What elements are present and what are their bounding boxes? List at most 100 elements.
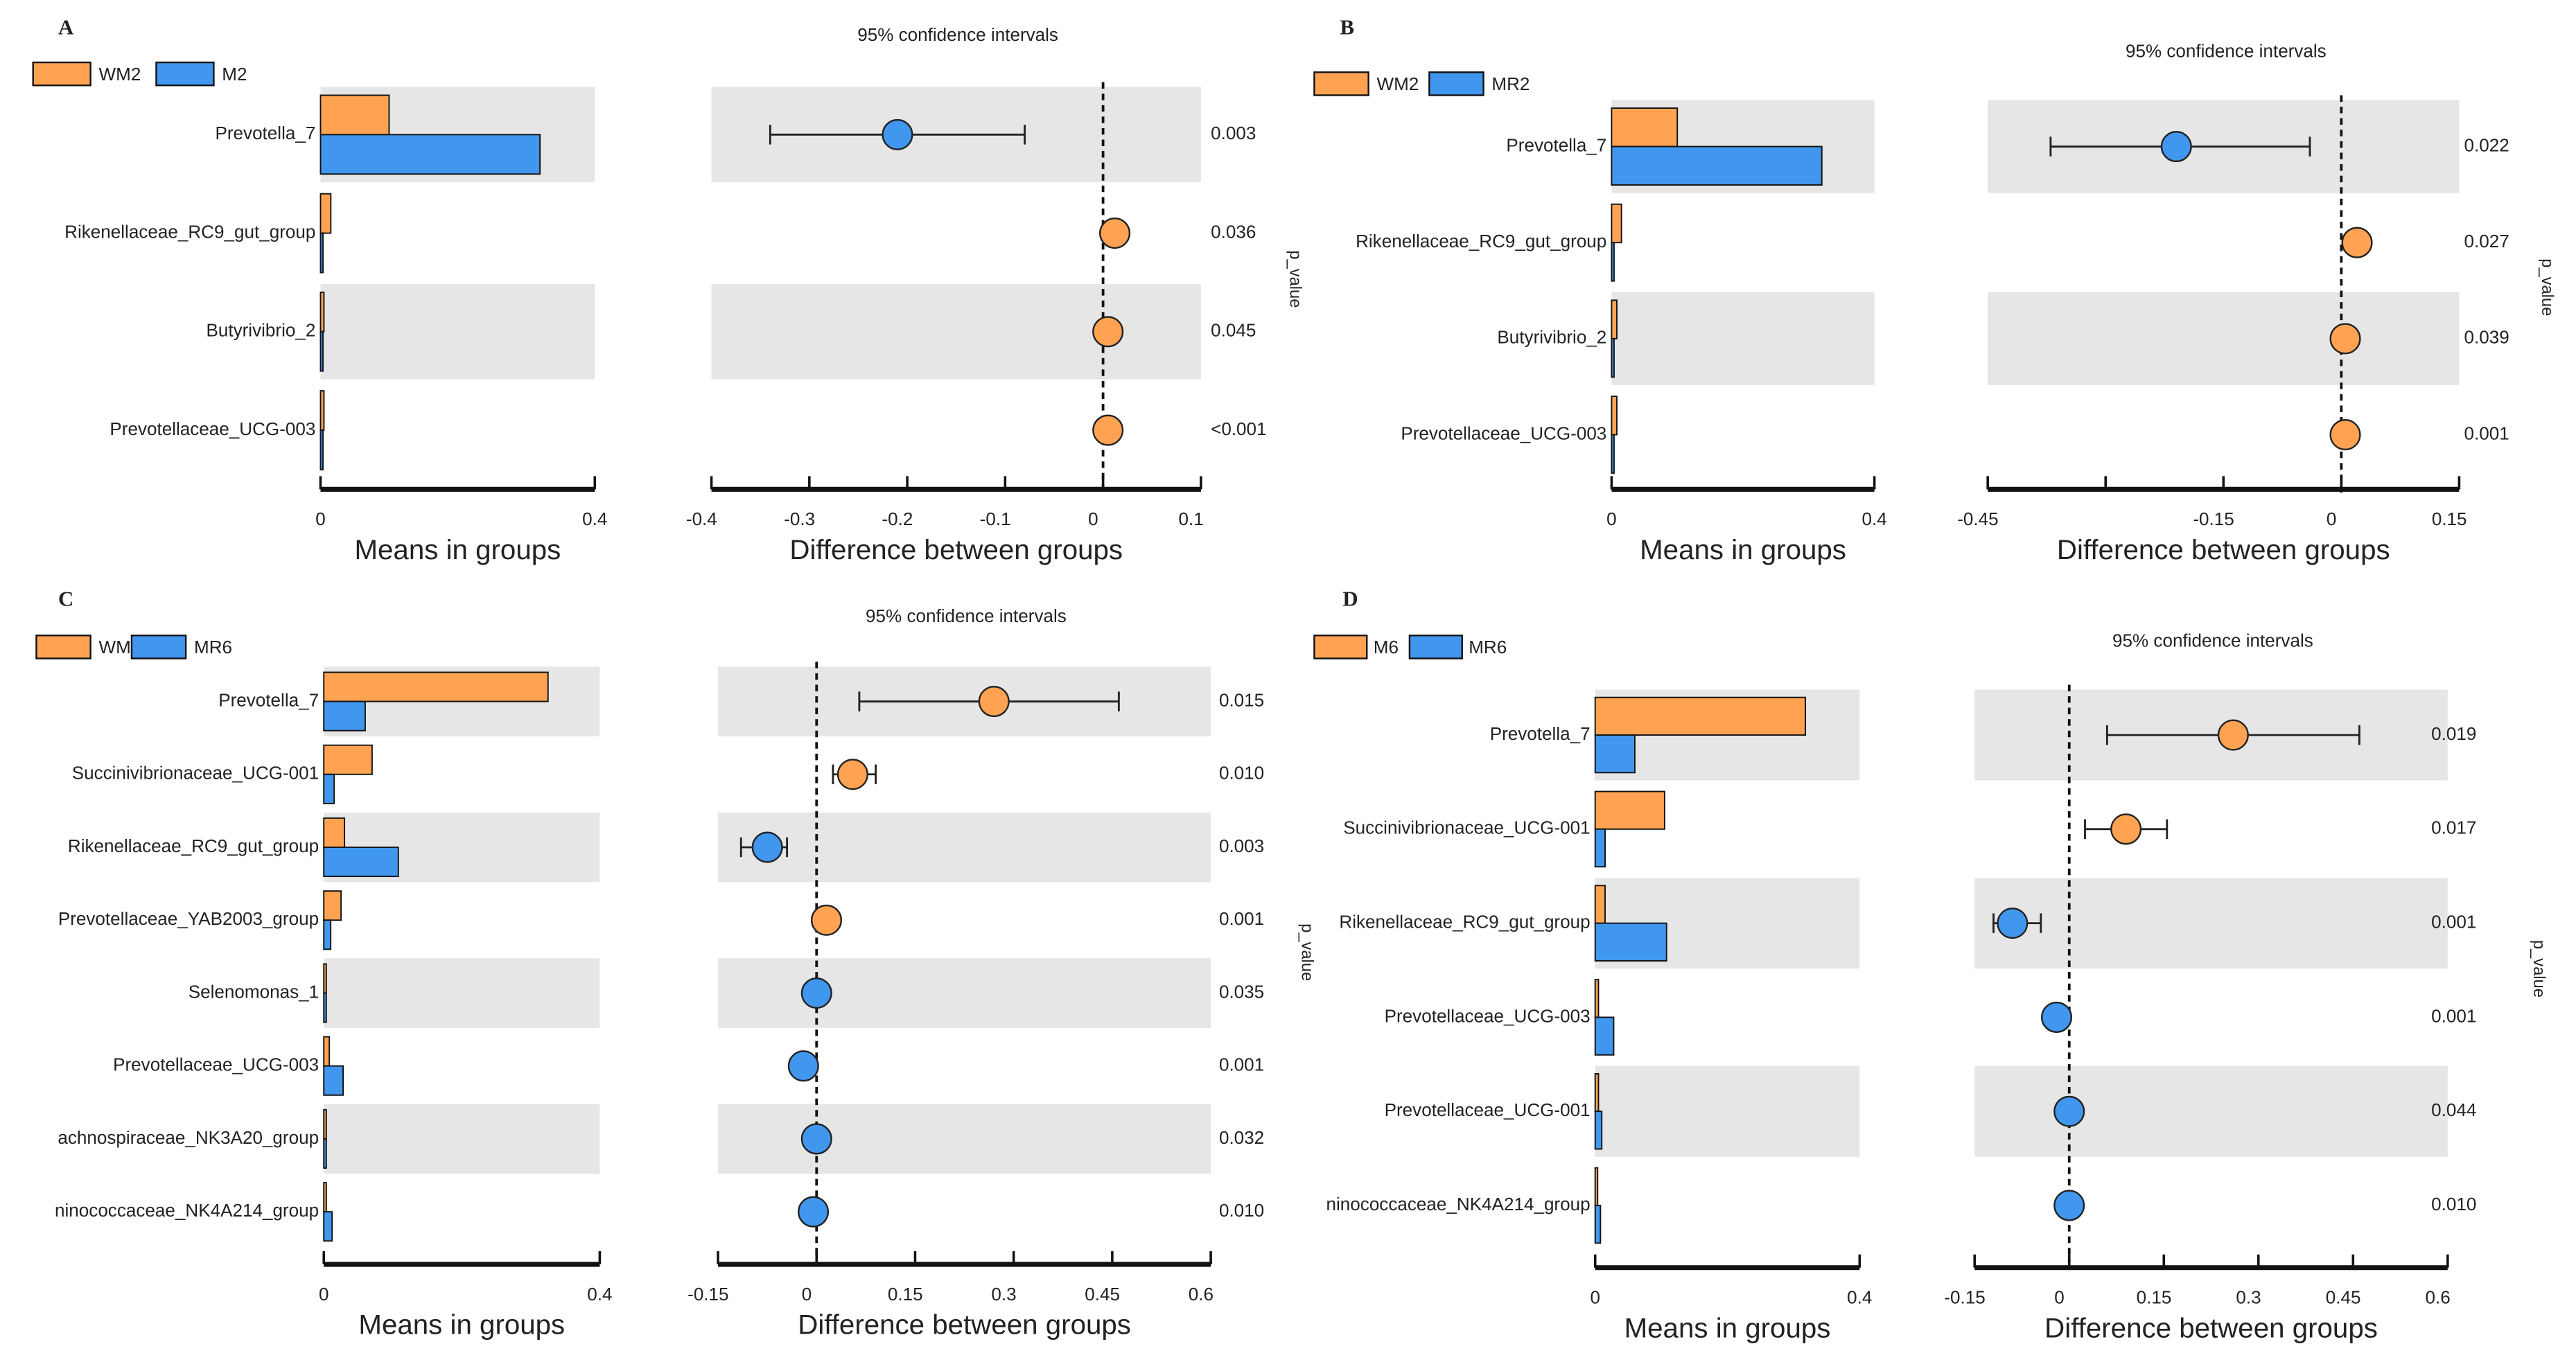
panel-letter: C xyxy=(58,587,73,611)
p-value: 0.019 xyxy=(2431,723,2476,744)
bar-mr6 xyxy=(1594,1205,1602,1244)
means-axis-title: Means in groups xyxy=(358,1309,565,1341)
p-value: 0.010 xyxy=(1219,1200,1264,1221)
diff-axis-title: Difference between groups xyxy=(2057,534,2390,565)
means-axis-title: Means in groups xyxy=(1624,1312,1831,1343)
row-band xyxy=(1974,1065,2448,1157)
diff-axis-title: Difference between groups xyxy=(798,1309,1131,1341)
category-label: Rikenellaceae_RC9_gut_group xyxy=(1339,912,1590,932)
bar-mr6 xyxy=(323,919,332,950)
diff-tick-label: 0.3 xyxy=(991,1284,1016,1305)
bar-mr6 xyxy=(323,992,327,1023)
p-value: 0.010 xyxy=(1219,763,1264,784)
row-band xyxy=(718,958,1211,1028)
p-value: 0.001 xyxy=(2431,1005,2476,1026)
p-value: 0.001 xyxy=(2464,423,2509,443)
row-band xyxy=(1595,1065,1860,1157)
legend-label: M2 xyxy=(222,64,247,85)
diff-point xyxy=(800,1123,832,1155)
diff-point xyxy=(836,759,868,790)
category-label: Prevotellaceae_UCG-003 xyxy=(113,1054,319,1075)
category-label: Succinivibrionaceae_UCG-001 xyxy=(1343,817,1590,838)
ci-title: 95% confidence intervals xyxy=(857,24,1058,45)
category-label: Prevotellaceae_UCG-001 xyxy=(1385,1099,1591,1120)
diff-tick-label: -0.15 xyxy=(1944,1287,1985,1308)
panel-b: B WM2 MR2 Prevotella_7 0.022 Rikenellaceae_RC… xyxy=(1313,16,2556,565)
bar-mr6 xyxy=(323,1138,327,1169)
bar-m2 xyxy=(319,232,324,274)
row-band xyxy=(324,1104,600,1174)
category-label: Rikenellaceae_RC9_gut_group xyxy=(68,835,319,856)
means-tick-label: 0 xyxy=(1606,509,1617,529)
diff-point xyxy=(2341,227,2373,258)
bar-wm6 xyxy=(323,1036,331,1067)
bar-m6 xyxy=(1594,979,1600,1018)
diff-tick-label: -0.15 xyxy=(687,1284,728,1305)
bar-m6 xyxy=(1594,885,1606,924)
diff-point xyxy=(2217,719,2249,751)
diff-point xyxy=(2053,1095,2085,1127)
legend-swatch-1 xyxy=(35,635,91,660)
row-band xyxy=(718,1104,1211,1174)
diff-point xyxy=(798,1196,830,1228)
diff-tick-label: -0.3 xyxy=(784,509,815,529)
category-label: Prevotellaceae_YAB2003_group xyxy=(58,908,319,929)
p-value-axis-label: p_value xyxy=(1286,250,1304,308)
category-label: Prevotellaceae_UCG-003 xyxy=(1401,423,1606,443)
bar-m6 xyxy=(1594,790,1665,830)
panel-letter: B xyxy=(1340,16,1355,39)
panel-d: D M6 MR6 Prevotella_7 0.019 Succinivibrionace… xyxy=(1313,587,2548,1343)
legend-label: MR2 xyxy=(1491,73,1530,94)
category-label: Selenomonas_1 xyxy=(189,981,319,1002)
row-band xyxy=(711,284,1201,380)
diff-tick-label: -0.15 xyxy=(2193,509,2234,529)
p-value: 0.022 xyxy=(2464,134,2509,155)
row-band xyxy=(324,958,600,1028)
bar-mr6 xyxy=(1594,734,1636,774)
diff-point xyxy=(2329,418,2361,451)
diff-tick-label: 0 xyxy=(1088,509,1098,529)
means-tick-label: 0 xyxy=(319,1284,329,1305)
ci-title: 95% confidence intervals xyxy=(2126,41,2327,62)
p-value: 0.015 xyxy=(1219,689,1264,710)
diff-tick-label: 0.15 xyxy=(2137,1287,2172,1308)
diff-tick-label: -0.1 xyxy=(980,509,1011,529)
diff-point xyxy=(1099,218,1131,249)
diff-point xyxy=(1997,908,2029,939)
bar-m2 xyxy=(319,430,324,470)
p-value: 0.001 xyxy=(1219,908,1264,929)
legend-swatch-2 xyxy=(155,61,215,87)
diff-tick-label: 0.1 xyxy=(1179,509,1204,529)
bar-wm2 xyxy=(1611,396,1618,436)
p-value: 0.044 xyxy=(2431,1099,2476,1120)
legend-swatch-2 xyxy=(1408,635,1463,660)
legend-swatch-1 xyxy=(1313,71,1369,96)
p-value: 0.039 xyxy=(2464,327,2509,348)
legend-swatch-2 xyxy=(130,635,187,660)
p-value: 0.035 xyxy=(1219,981,1264,1002)
p-value: 0.027 xyxy=(2464,231,2509,251)
p-value-axis-label: p_value xyxy=(2538,258,2556,316)
legend-swatch-1 xyxy=(32,61,91,87)
bar-mr6 xyxy=(1594,828,1606,868)
diff-point xyxy=(2160,131,2192,163)
legend-swatch-2 xyxy=(1428,71,1484,96)
category-label: Rikenellaceae_RC9_gut_group xyxy=(1356,231,1606,251)
bar-wm6 xyxy=(323,1182,327,1213)
diff-point xyxy=(1092,414,1124,446)
diff-tick-label: -0.2 xyxy=(882,509,913,529)
means-tick-label: 0 xyxy=(1590,1287,1600,1308)
row-band xyxy=(1988,292,2460,385)
category-label: Prevotella_7 xyxy=(215,123,315,143)
p-value: 0.045 xyxy=(1211,320,1256,341)
legend-label: MR6 xyxy=(1469,637,1507,657)
p-value: 0.010 xyxy=(2431,1194,2476,1214)
bar-mr2 xyxy=(1611,145,1823,186)
legend-label: WM2 xyxy=(99,64,141,85)
category-label: Butyrivibrio_2 xyxy=(206,320,315,341)
category-label: Prevotella_7 xyxy=(1490,723,1591,744)
legend-label: M6 xyxy=(1374,637,1399,657)
ci-title: 95% confidence intervals xyxy=(866,605,1067,626)
means-tick-label: 0 xyxy=(315,509,326,529)
p-value: 0.001 xyxy=(2431,912,2476,932)
